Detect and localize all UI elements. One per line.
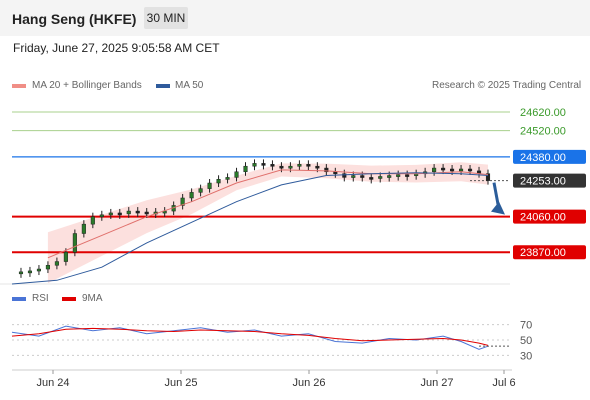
level-label-23870.00: 23870.00 — [520, 247, 566, 259]
candle-body — [252, 163, 257, 167]
candle-body — [225, 177, 230, 180]
candle-body — [387, 175, 392, 178]
candle-body — [279, 165, 284, 169]
candle-body — [288, 165, 293, 169]
candle-body — [396, 174, 401, 177]
candle-body — [243, 165, 248, 173]
candle-body — [81, 223, 86, 234]
candle-body — [333, 171, 338, 175]
candle-body — [180, 197, 185, 206]
candle-body — [315, 165, 320, 169]
header-bar: Hang Seng (HKFE) 30 MIN — [0, 0, 590, 36]
rsi-ma-line — [11, 327, 489, 346]
candle-body — [405, 174, 410, 177]
ma50-line — [11, 172, 489, 285]
level-tag-24060.00 — [513, 209, 586, 224]
rsi-tick-50: 50 — [520, 335, 532, 347]
ma50-legend-swatch — [156, 84, 170, 88]
candle-body — [54, 261, 59, 266]
candle-body — [108, 212, 113, 216]
ma50-legend-label: MA 50 — [175, 80, 204, 91]
level-label-24520.00: 24520.00 — [520, 126, 566, 138]
timestamp: Friday, June 27, 2025 9:05:58 AM CET — [13, 41, 220, 55]
x-tick-label: Jun 27 — [420, 377, 453, 389]
candle-body — [36, 268, 41, 272]
candle-body — [18, 271, 24, 275]
candle-body — [189, 192, 194, 199]
x-tick-label: Jun 24 — [36, 377, 69, 389]
candle-body — [467, 168, 473, 172]
rsi-tick-70: 70 — [520, 320, 532, 332]
candle-body — [63, 251, 68, 262]
credit-label: Research © 2025 Trading Central — [432, 80, 582, 91]
level-label-24620.00: 24620.00 — [520, 107, 566, 119]
candle-body — [99, 214, 104, 218]
x-tick-label: Jun 25 — [164, 377, 197, 389]
rsi-tick-30: 30 — [520, 350, 532, 362]
candle-body — [432, 167, 437, 173]
rsi-legend-label: RSI — [32, 293, 49, 304]
candle-body — [369, 177, 374, 180]
candle-body — [459, 168, 464, 172]
candle-body — [270, 164, 275, 167]
rsi-line — [11, 325, 489, 350]
level-label-24060.00: 24060.00 — [520, 212, 566, 224]
x-tick-label: Jul 6 — [492, 377, 515, 389]
candle-body — [207, 182, 212, 189]
level-tag-24253.00 — [513, 173, 586, 188]
level-label-24253.00: 24253.00 — [520, 176, 566, 188]
rsi-ma-legend-label: 9MA — [82, 293, 103, 304]
candle-body — [441, 167, 446, 171]
candle-body — [378, 176, 383, 179]
ma20-legend-swatch — [12, 84, 26, 88]
candle-body — [144, 211, 149, 215]
candle-body — [72, 233, 77, 253]
bollinger-band — [47, 162, 489, 284]
candle-body — [198, 188, 203, 193]
chart-title: Hang Seng (HKFE) — [12, 11, 137, 27]
candle-body — [234, 171, 239, 178]
ma20-legend-label: MA 20 + Bollinger Bands — [32, 80, 142, 91]
candle-body — [297, 164, 302, 167]
candle-body — [360, 175, 365, 178]
candle-body — [351, 175, 356, 178]
forecast-arrowhead — [491, 201, 505, 215]
level-label-24380.00: 24380.00 — [520, 152, 566, 164]
candle-body — [45, 265, 50, 270]
candle-body — [324, 167, 329, 173]
x-tick-label: Jun 26 — [292, 377, 325, 389]
candle-body — [306, 164, 311, 167]
candle-body — [216, 179, 221, 184]
candle-body — [27, 270, 33, 274]
level-tag-24380.00 — [513, 149, 586, 164]
candle-body — [126, 210, 131, 215]
candle-body — [261, 163, 266, 166]
candle-body — [90, 216, 95, 225]
candle-body — [485, 173, 491, 181]
candle-body — [450, 168, 455, 172]
rsi-legend-swatch — [12, 297, 26, 301]
candle-body — [135, 210, 140, 214]
level-tag-23870.00 — [513, 245, 586, 260]
candle-body — [342, 173, 347, 178]
rsi-ma-legend-swatch — [62, 297, 76, 301]
timeframe-button[interactable]: 30 MIN — [144, 7, 188, 29]
candle-body — [117, 212, 122, 216]
